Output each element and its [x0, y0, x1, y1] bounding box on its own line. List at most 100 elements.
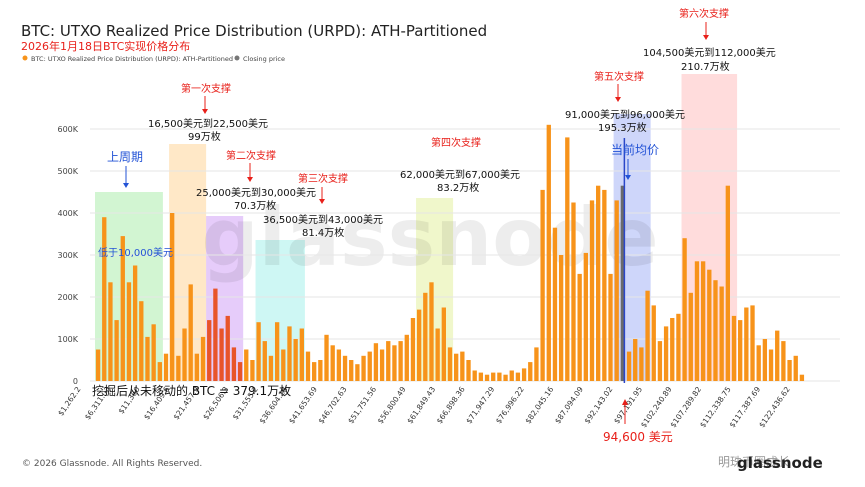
x-tick-label: $76,996.22 — [494, 385, 526, 426]
x-tick-label: $1,262.2 — [56, 385, 83, 418]
bar — [213, 288, 218, 381]
bar — [676, 313, 681, 381]
bar — [102, 217, 107, 381]
legend-closing-label: Closing price — [243, 55, 285, 63]
bar — [670, 318, 675, 381]
bar — [515, 372, 521, 381]
zone0-arrowhead — [123, 183, 129, 188]
bar — [663, 326, 669, 381]
bar — [750, 305, 755, 381]
legend-series-label: BTC: UTXO Realized Price Distribution (U… — [31, 55, 233, 63]
bar — [330, 345, 335, 381]
bar — [460, 351, 465, 381]
y-tick-label: 0 — [73, 377, 78, 386]
bar — [176, 355, 181, 381]
bar — [410, 318, 416, 381]
bar — [540, 189, 545, 381]
bar — [108, 282, 113, 381]
y-tick-label: 400K — [57, 209, 78, 218]
mined-note: 挖掘后从未移动的 BTC = 379.1万枚 — [92, 383, 291, 398]
bar — [682, 238, 687, 381]
bar — [151, 324, 156, 381]
bar — [435, 328, 440, 381]
bar — [491, 372, 496, 381]
bar — [312, 362, 317, 381]
bar — [497, 372, 502, 381]
bar — [305, 351, 311, 381]
bar — [379, 349, 385, 381]
zone2-range: 25,000美元到30,000美元 — [196, 186, 316, 199]
bar — [700, 261, 706, 381]
bar — [392, 345, 397, 381]
annotations: 上周期 低于10,000美元 第一次支撑 16,500美元到22,500美元 9… — [92, 7, 776, 444]
chart-subtitle: 2026年1月18日BTC实现价格分布 — [21, 39, 190, 53]
bar — [349, 360, 354, 381]
bar — [163, 353, 169, 381]
bar — [558, 255, 564, 381]
current-avg-label: 当前均价 — [611, 142, 659, 157]
zone3-arrowhead — [319, 199, 325, 204]
x-tick-label: $56,800.49 — [376, 385, 408, 426]
bar — [528, 362, 533, 381]
copyright: © 2026 Glassnode. All Rights Reserved. — [22, 459, 202, 469]
x-tick-label: $71,947.29 — [464, 385, 496, 426]
zone0-label: 上周期 — [107, 150, 143, 164]
bar — [589, 200, 595, 381]
zone2-amount: 70.3万枚 — [234, 199, 276, 212]
bar — [657, 341, 663, 381]
bar — [472, 370, 477, 381]
bar — [775, 330, 780, 381]
support-zones — [95, 74, 738, 381]
bar — [145, 336, 150, 381]
x-tick-label: $82,045.16 — [523, 385, 555, 426]
bar — [281, 349, 286, 381]
bar — [342, 355, 348, 381]
bar — [756, 345, 761, 381]
bar — [503, 374, 508, 381]
zone5-amount: 195.3万枚 — [598, 121, 647, 134]
x-tick-label: $46,702.63 — [317, 385, 349, 426]
zone6-range: 104,500美元到112,000美元 — [643, 46, 776, 59]
support-zone-1 — [169, 144, 207, 381]
bar — [293, 339, 298, 381]
legend-closing-dot — [234, 55, 240, 61]
support-zone-4 — [416, 198, 454, 381]
bar — [577, 273, 582, 381]
bar — [416, 309, 422, 381]
bar — [645, 290, 650, 381]
bar — [707, 269, 712, 381]
zone1-range: 16,500美元到22,500美元 — [148, 117, 268, 130]
bar — [651, 305, 656, 381]
current-avg-arrowhead — [625, 175, 631, 180]
closing-price-label: 94,600 美元 — [603, 430, 673, 444]
bar — [571, 202, 576, 381]
bar — [256, 322, 261, 381]
bar — [170, 213, 175, 381]
watermark: glassnode — [201, 191, 658, 284]
weibo-watermark: 明珠币圈成长 — [718, 455, 790, 469]
closing-arrowhead — [622, 399, 628, 405]
y-tick-label: 500K — [57, 167, 78, 176]
bar — [565, 137, 570, 381]
bar — [781, 341, 786, 381]
zone2-arrowhead — [247, 177, 253, 182]
y-axis: 0 100K 200K 300K 400K 500K 600K — [57, 125, 78, 386]
bar — [447, 347, 453, 381]
bar — [373, 343, 379, 381]
bar — [713, 280, 718, 381]
zone6-arrowhead — [703, 35, 709, 40]
bar — [157, 362, 162, 381]
bar — [95, 349, 101, 381]
bar — [250, 360, 255, 381]
y-tick-label: 300K — [57, 251, 78, 260]
bar — [731, 315, 737, 381]
bar — [744, 307, 749, 381]
bar — [268, 355, 274, 381]
zone2-label: 第二次支撑 — [226, 149, 276, 162]
bar — [762, 339, 768, 381]
bar — [466, 360, 471, 381]
bar — [367, 351, 372, 381]
bar — [299, 328, 304, 381]
bar — [404, 334, 409, 381]
bar — [126, 282, 132, 381]
